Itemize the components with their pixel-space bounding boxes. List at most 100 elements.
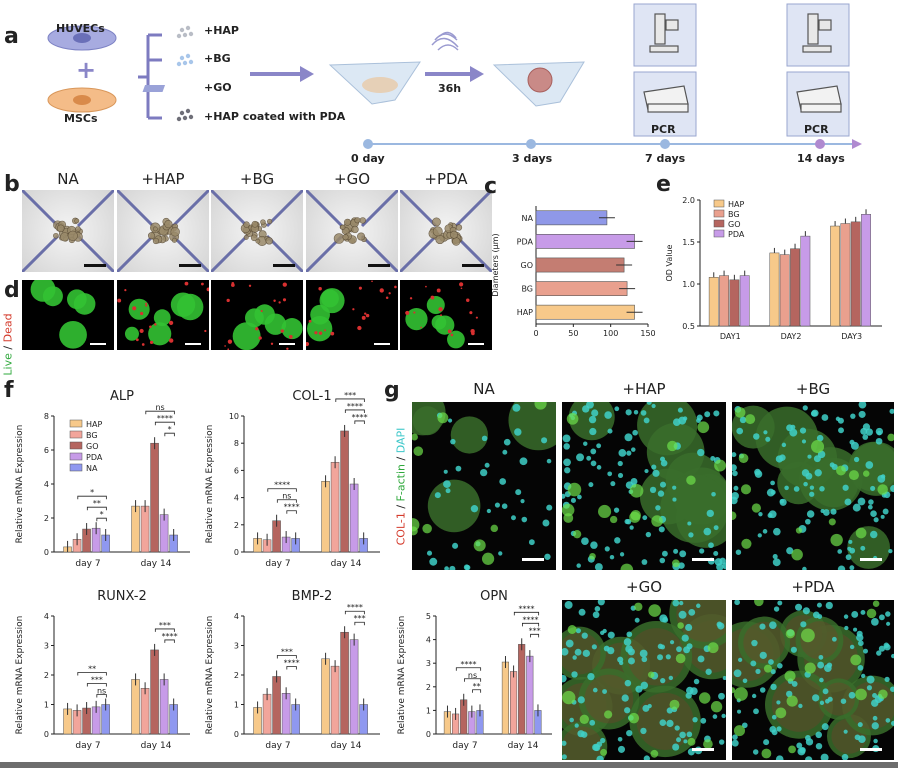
tick-label: day 14: [141, 559, 172, 569]
tick-label-c: 150: [640, 329, 655, 338]
timeline-point: [526, 139, 536, 149]
if-header-0: NA: [473, 380, 495, 398]
tick-label: 0: [44, 548, 49, 557]
bar-PDA-day14: [159, 679, 169, 735]
panel-label-f: f: [4, 378, 14, 403]
live-dead-graphic: [117, 281, 209, 346]
pcr-label: PCR: [804, 123, 829, 136]
microwell-pyramid-graphic: [306, 190, 398, 272]
significance-label: *: [90, 488, 94, 497]
tick-label: day 14: [331, 741, 362, 751]
significance-bracket: [286, 666, 297, 670]
significance-bracket: [344, 610, 365, 615]
tick-label: 4: [44, 480, 49, 489]
brightfield-image-0: [22, 190, 114, 272]
tick-label: 2: [44, 671, 49, 680]
bar-e-GO-DAY3: [850, 221, 861, 327]
scale-bar: [522, 558, 544, 561]
tick-label-c: HAP: [517, 308, 533, 317]
bar-c-GO: [535, 257, 625, 273]
brightfield-image-2: [211, 190, 303, 272]
stain-separator: /: [1, 342, 15, 354]
live-dead-image-0: [22, 280, 114, 350]
timeline-label-0: 0 day: [351, 152, 385, 165]
bar-c-PDA: [535, 234, 635, 249]
axis-label: Relative mRNA Expression: [397, 616, 407, 735]
bottom-strip: [0, 762, 898, 768]
significance-label: ns: [97, 687, 106, 696]
msc-label: MSCs: [64, 112, 98, 125]
significance-label: ****: [347, 603, 363, 612]
tick-label-e: 0.5: [682, 322, 695, 331]
dead-stain-label: Dead: [1, 313, 15, 343]
scale-bar: [368, 264, 390, 267]
bar-HAP-day14: [131, 505, 140, 553]
significance-label: ***: [344, 391, 356, 400]
significance-label: **: [88, 665, 96, 674]
significance-bracket: [335, 398, 365, 402]
tick-label: 0: [234, 548, 239, 557]
if-graphic: [732, 600, 894, 760]
tick-label-e: 1.5: [682, 238, 695, 247]
tick-label: 6: [234, 466, 239, 475]
panel-label-c: c: [484, 174, 498, 199]
scale-bar: [179, 264, 201, 267]
live-dead-image-1: [117, 280, 209, 350]
timeline-point: [815, 139, 825, 149]
timeline-point: [363, 139, 373, 149]
significance-bracket: [530, 633, 540, 638]
panel-label-g: g: [384, 378, 400, 403]
bar-e-BG-DAY2: [779, 254, 790, 327]
brightfield-image-1: [117, 190, 209, 272]
microwell-pyramid-graphic: [211, 190, 303, 272]
live-dead-graphic: [306, 280, 397, 347]
tick-label: 2: [44, 514, 49, 523]
tick-label: 3: [234, 642, 239, 651]
spheroid-icon: [527, 67, 553, 93]
tick-label: 8: [234, 439, 239, 448]
significance-label: **: [93, 499, 101, 508]
significance-label: ns: [282, 492, 291, 501]
tick-label: 0: [234, 730, 239, 739]
significance-bracket: [455, 667, 482, 671]
tick-label: 10: [229, 412, 239, 421]
bar-c-NA: [535, 210, 608, 226]
significance-label: ***: [91, 676, 103, 685]
bar-e-PDA-DAY2: [800, 235, 811, 327]
tick-label: day 14: [141, 741, 172, 751]
tick-label: 4: [44, 612, 49, 621]
chart-title: BMP-2: [292, 589, 333, 604]
significance-label: ****: [518, 604, 534, 613]
bar-HAP-day14: [501, 661, 509, 735]
tick-label: 2: [426, 683, 431, 692]
if-graphic: [562, 600, 726, 760]
bar-e-PDA-DAY1: [739, 275, 750, 327]
timeline-label-7: 7 days: [645, 152, 686, 165]
legend-label-e: PDA: [728, 230, 745, 239]
tick-label-e: DAY3: [841, 332, 862, 341]
bar-e-GO-DAY2: [790, 248, 800, 327]
significance-bracket: [164, 432, 175, 437]
bar-PDA-day14: [349, 639, 359, 735]
bar-e-HAP-DAY1: [708, 277, 719, 327]
bar-GO-day14: [340, 631, 349, 735]
chart-e-od: 0.5 1.0 1.5 2.0 DAY1 DAY2 DAY3 OD Value HAPBGGOP…: [665, 196, 882, 341]
tick-label: 2: [234, 521, 239, 530]
microwell-pyramid-graphic: [22, 190, 114, 272]
significance-bracket: [96, 517, 107, 522]
if-graphic: [562, 402, 726, 570]
material-go: +GO: [204, 81, 232, 94]
schematic-graphics: [47, 3, 862, 149]
significance-bracket: [77, 672, 107, 676]
significance-label: ***: [354, 614, 366, 623]
significance-label: ****: [284, 658, 300, 667]
microwell-pyramid-graphic: [117, 190, 209, 272]
legend-label-e: HAP: [728, 200, 744, 209]
significance-label: ****: [347, 402, 363, 411]
scale-bar: [860, 748, 882, 751]
tick-label: day 14: [331, 559, 362, 569]
tick-label-c: NA: [522, 214, 534, 223]
tick-label: day 7: [75, 559, 100, 569]
legend-swatch: [69, 452, 83, 461]
col1-stain-label: COL-1: [394, 512, 408, 546]
